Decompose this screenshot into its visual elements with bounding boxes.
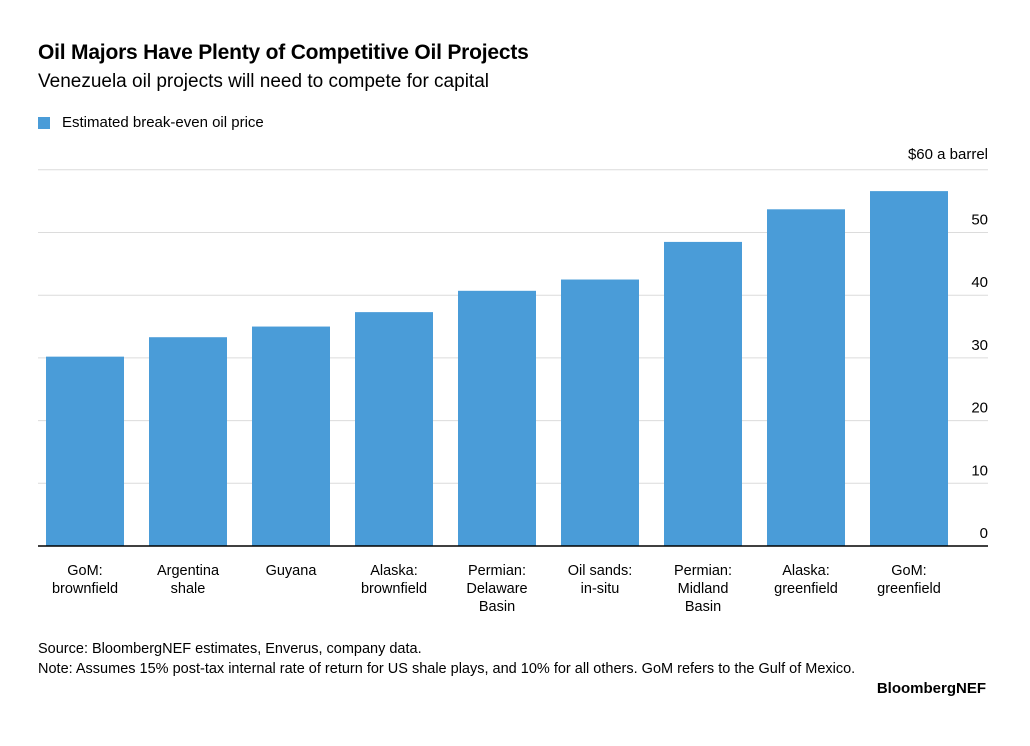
- category-label: Basin: [479, 599, 515, 615]
- bar-0: [46, 356, 124, 546]
- category-label: shale: [171, 581, 206, 597]
- category-label: Argentina: [157, 563, 220, 579]
- category-label: greenfield: [774, 581, 838, 597]
- bar-3: [355, 312, 433, 546]
- bar-4: [458, 290, 536, 546]
- bar-7: [767, 209, 845, 546]
- y-tick-label: 20: [971, 400, 988, 417]
- category-label: brownfield: [52, 581, 118, 597]
- y-tick-label: 40: [971, 274, 988, 291]
- bar-1: [149, 337, 227, 546]
- brand-logo: BloombergNEF: [876, 680, 986, 697]
- bar-8: [870, 191, 948, 547]
- category-label: in-situ: [581, 581, 620, 597]
- category-label: Oil sands:: [568, 563, 632, 579]
- category-label: greenfield: [877, 581, 941, 597]
- bar-2: [252, 326, 330, 546]
- y-tick-label: 30: [971, 337, 988, 354]
- category-label: GoM:: [891, 563, 926, 579]
- bar-5: [561, 279, 639, 546]
- category-label: Midland: [678, 581, 729, 597]
- category-label: GoM:: [67, 563, 102, 579]
- bar-6: [664, 241, 742, 546]
- source-note: Source: BloombergNEF estimates, Enverus,…: [38, 641, 422, 657]
- category-label: Guyana: [266, 563, 318, 579]
- y-tick-label: 0: [980, 525, 988, 542]
- category-label: Alaska:: [782, 563, 830, 579]
- category-label: Permian:: [468, 563, 526, 579]
- y-tick-label: 10: [971, 462, 988, 479]
- y-tick-label: 50: [971, 212, 988, 229]
- category-label: Basin: [685, 599, 721, 615]
- legend-swatch: [38, 116, 50, 129]
- chart-subtitle: Venezuela oil projects will need to comp…: [38, 71, 489, 92]
- legend-label: Estimated break-even oil price: [62, 114, 264, 131]
- legend: Estimated break-even oil price: [38, 114, 264, 131]
- category-label: Alaska:: [370, 563, 418, 579]
- category-label: Delaware: [466, 581, 527, 597]
- category-label: Permian:: [674, 563, 732, 579]
- y-axis-unit-label: $60 a barrel: [907, 146, 988, 163]
- category-label: brownfield: [361, 581, 427, 597]
- footnote: Note: Assumes 15% post-tax internal rate…: [38, 661, 856, 677]
- chart-title: Oil Majors Have Plenty of Competitive Oi…: [38, 41, 529, 64]
